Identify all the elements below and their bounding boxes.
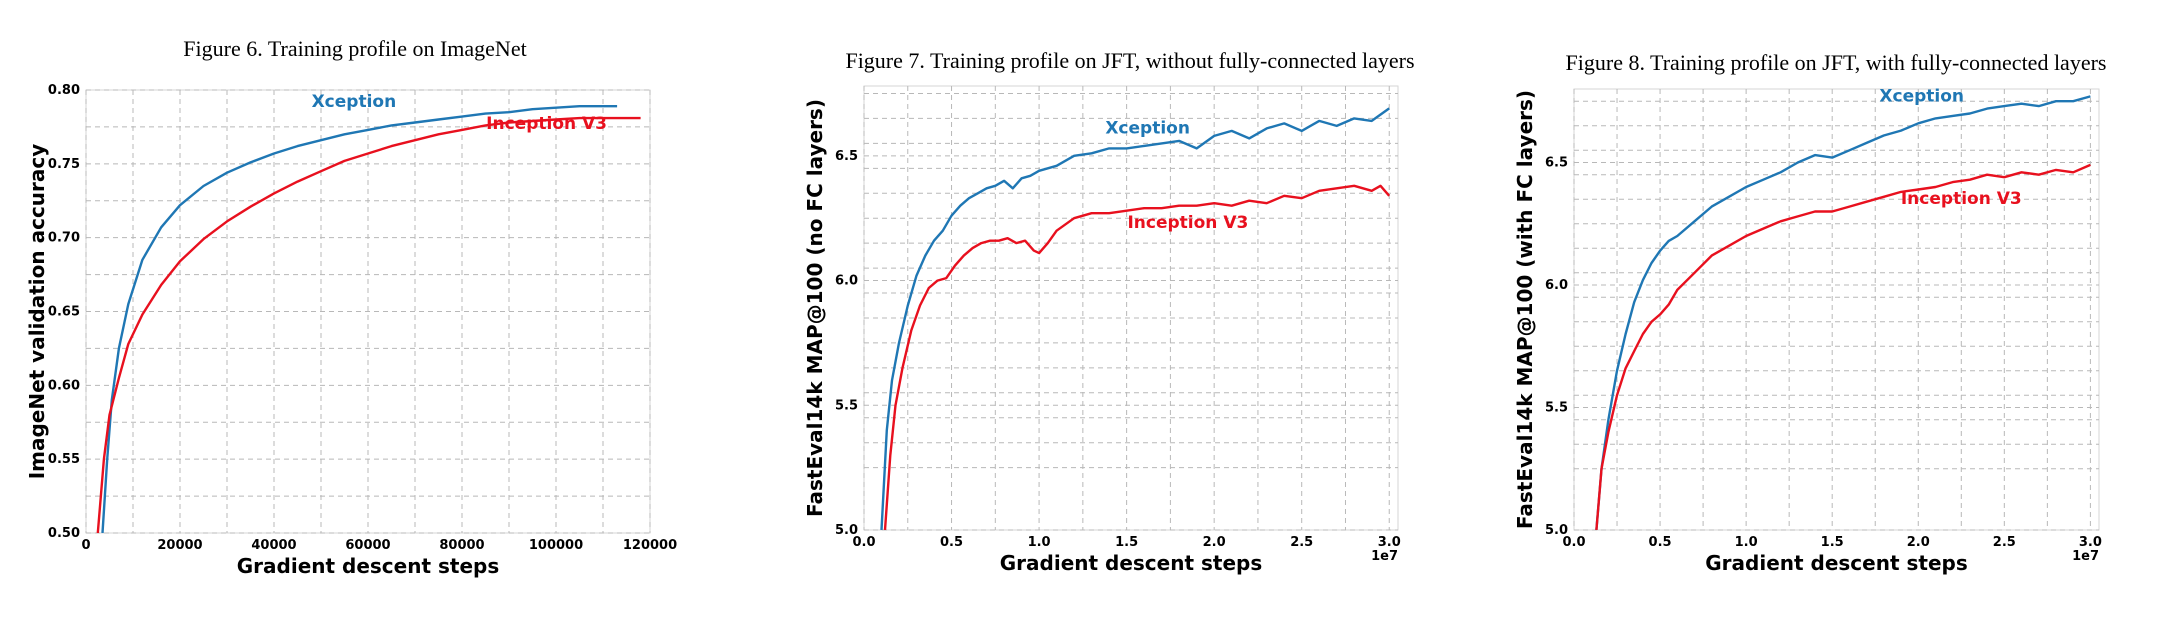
x-tick-label: 2.5 [1993, 535, 2016, 550]
x-axis-label: Gradient descent steps [1000, 551, 1263, 575]
y-tick-label: 5.5 [835, 398, 858, 413]
x-tick-label: 1.5 [1821, 535, 1844, 550]
x-tick-label: 20000 [157, 538, 202, 553]
x-tick-label: 2.5 [1290, 535, 1313, 550]
x-tick-label: 60000 [345, 538, 390, 553]
x-tick-label: 0 [81, 538, 90, 553]
y-tick-label: 6.5 [835, 149, 858, 164]
chart-title: Figure 8. Training profile on JFT, with … [1566, 50, 2107, 75]
x-tick-label: 40000 [251, 538, 296, 553]
y-tick-label: 0.55 [48, 452, 80, 467]
x-tick-label: 0.5 [940, 535, 963, 550]
y-tick-label: 0.80 [48, 83, 80, 98]
y-tick-label: 0.70 [48, 231, 80, 246]
y-tick-label: 0.75 [48, 157, 80, 172]
y-tick-label: 6.0 [1545, 278, 1568, 293]
series-label: Xception [1105, 118, 1190, 138]
x-axis-label: Gradient descent steps [237, 554, 500, 578]
plot-frame [863, 85, 1399, 531]
chart-3: Figure 8. Training profile on JFT, with … [1513, 50, 2106, 575]
y-axis-label: FastEval14k MAP@100 (with FC layers) [1513, 90, 1537, 529]
series-label: Inception V3 [486, 114, 607, 134]
y-tick-label: 0.60 [48, 378, 80, 393]
x-exponent-label: 1e7 [2072, 549, 2099, 564]
series-line-inception-v3 [1595, 163, 2091, 530]
series-label: Xception [1879, 86, 1964, 106]
x-tick-label: 3.0 [2079, 535, 2102, 550]
x-tick-label: 0.0 [1562, 535, 1585, 550]
series-line-inception-v3 [883, 184, 1391, 530]
y-tick-label: 0.50 [48, 526, 80, 541]
series-line-xception [101, 105, 618, 533]
x-tick-label: 1.5 [1115, 535, 1138, 550]
y-axis-label: FastEval14k MAP@100 (no FC layers) [803, 99, 827, 517]
x-tick-label: 1.0 [1735, 535, 1758, 550]
y-tick-label: 5.0 [1545, 523, 1568, 538]
chart-title: Figure 6. Training profile on ImageNet [183, 36, 526, 61]
y-tick-label: 0.65 [48, 305, 80, 320]
chart-1: Figure 6. Training profile on ImageNet 0 2… [25, 36, 677, 578]
x-tick-label: 2.0 [1203, 535, 1226, 550]
series-line-inception-v3 [96, 116, 641, 533]
series-label: Inception V3 [1901, 189, 2022, 209]
series-label: Inception V3 [1127, 213, 1248, 233]
x-axis-label: Gradient descent steps [1705, 551, 1968, 575]
x-tick-label: 1.0 [1028, 535, 1051, 550]
x-tick-label: 3.0 [1378, 535, 1401, 550]
series-label: Xception [312, 92, 397, 112]
y-tick-label: 6.5 [1545, 156, 1568, 171]
x-tick-label: 0.5 [1649, 535, 1672, 550]
x-tick-label: 120000 [623, 538, 677, 553]
series-line-xception [1595, 95, 2091, 530]
x-exponent-label: 1e7 [1371, 549, 1398, 564]
y-tick-label: 5.5 [1545, 401, 1568, 416]
chart-2: Figure 7. Training profile on JFT, witho… [803, 48, 1415, 575]
y-axis-label: ImageNet validation accuracy [25, 144, 49, 480]
x-tick-label: 0.0 [852, 535, 875, 550]
x-tick-label: 2.0 [1907, 535, 1930, 550]
series-line-xception [880, 107, 1390, 530]
y-tick-label: 5.0 [835, 523, 858, 538]
y-tick-label: 6.0 [835, 274, 858, 289]
x-tick-label: 80000 [439, 538, 484, 553]
x-tick-label: 100000 [529, 538, 583, 553]
chart-title: Figure 7. Training profile on JFT, witho… [845, 48, 1414, 73]
